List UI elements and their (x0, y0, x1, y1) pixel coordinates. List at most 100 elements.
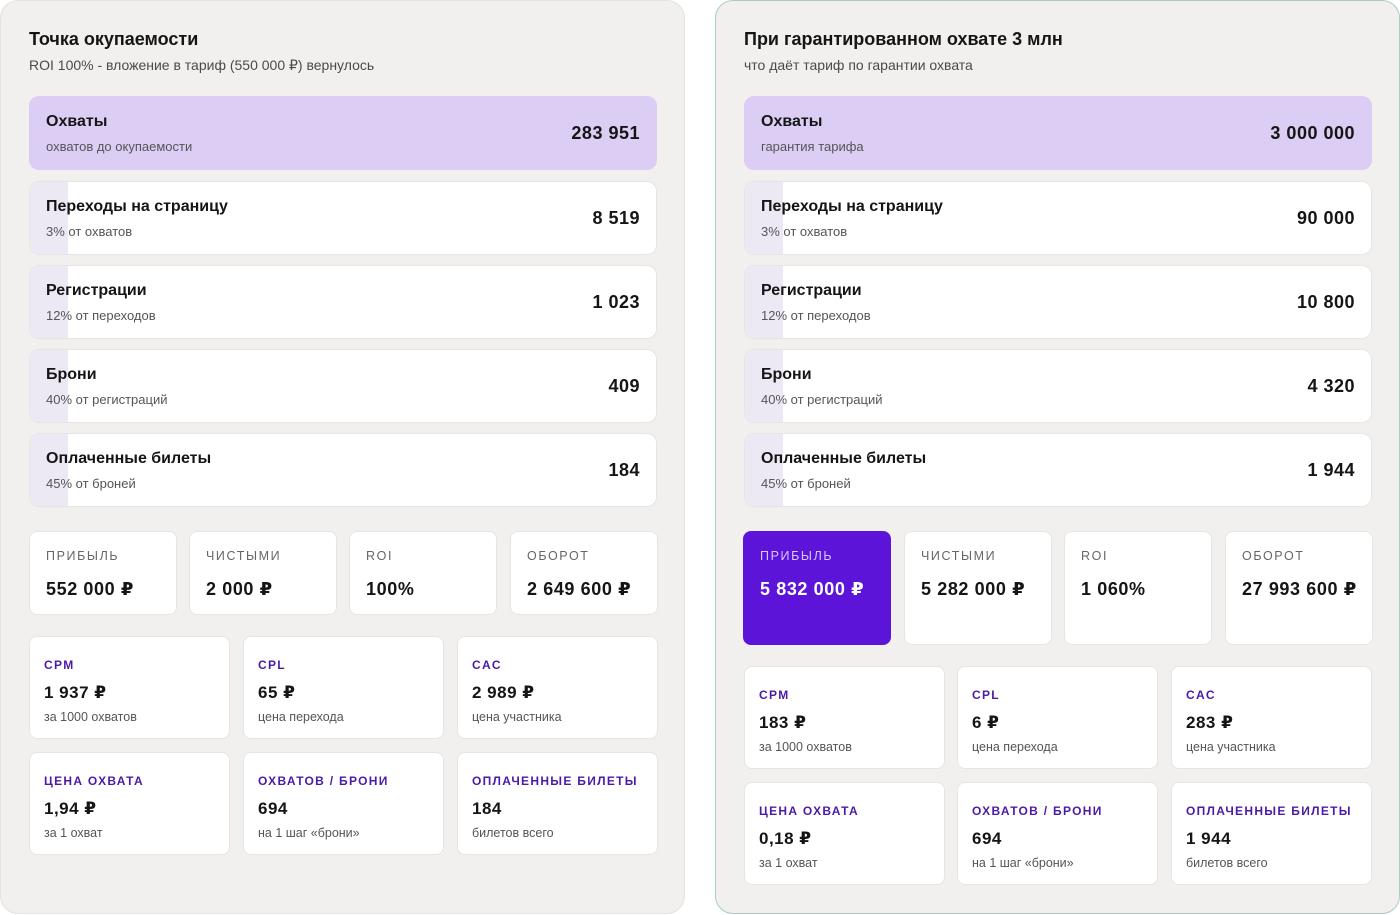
kpi-label: ПРИБЫЛЬ (760, 549, 834, 563)
funnel-bar (30, 350, 68, 422)
metric-value: 1 944 (1186, 829, 1232, 848)
kpi-label: ROI (1081, 549, 1109, 563)
funnel-row-bookings: Брони 40% от регистраций 4 320 (744, 349, 1372, 423)
funnel-sub: 12% от переходов (46, 308, 156, 323)
kpi-value: 5 282 000 ₽ (921, 579, 1026, 599)
metric-label: CAC (1186, 688, 1216, 702)
funnel-bar (745, 434, 783, 506)
kpi-value: 1 060% (1081, 579, 1146, 599)
kpi-label: ПРИБЫЛЬ (46, 549, 120, 563)
kpi-turnover: ОБОРОТ 27 993 600 ₽ (1225, 531, 1373, 645)
kpi-label: ОБОРОТ (1242, 549, 1305, 563)
funnel-bar (30, 182, 68, 254)
funnel-sub: 3% от охватов (761, 224, 848, 239)
funnel-label: Переходы на страницу (46, 198, 228, 215)
funnel-label: Регистрации (761, 282, 862, 299)
metric-value: 183 ₽ (759, 713, 807, 732)
kpi-label: ROI (366, 549, 394, 563)
panel-title: Точка окупаемости (29, 29, 199, 49)
metric-value: 184 (472, 799, 502, 818)
metric-sub: цена перехода (972, 740, 1058, 754)
metric-sub: на 1 шаг «брони» (972, 856, 1074, 870)
kpi-value: 552 000 ₽ (46, 579, 134, 599)
metric-label: ОПЛАЧЕННЫЕ БИЛЕТЫ (1186, 804, 1352, 818)
metric-paid-tickets: ОПЛАЧЕННЫЕ БИЛЕТЫ 184 билетов всего (457, 752, 658, 855)
metric-sub: цена участника (472, 710, 562, 724)
kpi-value: 27 993 600 ₽ (1242, 579, 1357, 599)
metric-value: 283 ₽ (1186, 713, 1234, 732)
metric-label: ОПЛАЧЕННЫЕ БИЛЕТЫ (472, 774, 638, 788)
funnel-label: Брони (46, 366, 97, 383)
metric-sub: за 1 охват (759, 856, 818, 870)
funnel-row-visits: Переходы на страницу 3% от охватов 8 519 (29, 181, 657, 255)
metric-sub: цена участника (1186, 740, 1276, 754)
funnel-value: 283 951 (571, 123, 640, 143)
metric-sub: билетов всего (1186, 856, 1268, 870)
metric-cac: CAC 2 989 ₽ цена участника (457, 636, 658, 739)
kpi-net: ЧИСТЫМИ 5 282 000 ₽ (904, 531, 1052, 645)
funnel-sub: 12% от переходов (761, 308, 871, 323)
funnel-sub: охватов до окупаемости (46, 139, 193, 154)
kpi-value: 2 649 600 ₽ (527, 579, 632, 599)
metric-cpl: CPL 6 ₽ цена перехода (957, 666, 1158, 769)
metric-cpm: CPM 183 ₽ за 1000 охватов (744, 666, 945, 769)
funnel-sub: 40% от регистраций (761, 392, 883, 407)
funnel-label: Охваты (761, 113, 823, 130)
funnel-label: Брони (761, 366, 812, 383)
metric-label: ЦЕНА ОХВАТА (759, 804, 859, 818)
metric-reach-per-booking: ОХВАТОВ / БРОНИ 694 на 1 шаг «брони» (243, 752, 444, 855)
metric-label: CPL (258, 658, 286, 672)
metric-sub: билетов всего (472, 826, 554, 840)
funnel-label: Оплаченные билеты (761, 450, 927, 467)
panel-subtitle: что даёт тариф по гарантии охвата (744, 57, 973, 73)
kpi-roi: ROI 1 060% (1064, 531, 1212, 645)
metric-label: CAC (472, 658, 502, 672)
kpi-value: 2 000 ₽ (206, 579, 273, 599)
funnel-row-visits: Переходы на страницу 3% от охватов 90 00… (744, 181, 1372, 255)
funnel-value: 8 519 (592, 208, 640, 228)
funnel-bar (745, 266, 783, 338)
funnel-row-reach: Охваты гарантия тарифа 3 000 000 (744, 96, 1372, 170)
metric-value: 0,18 ₽ (759, 829, 812, 848)
kpi-roi: ROI 100% (349, 531, 497, 615)
funnel-bar (30, 434, 68, 506)
funnel-row-reach: Охваты охватов до окупаемости 283 951 (29, 96, 657, 170)
funnel-sub: 3% от охватов (46, 224, 133, 239)
metric-reach-price: ЦЕНА ОХВАТА 1,94 ₽ за 1 охват (29, 752, 230, 855)
kpi-value: 100% (366, 579, 415, 599)
metric-sub: за 1000 охватов (44, 710, 137, 724)
funnel-value: 4 320 (1307, 376, 1355, 396)
metric-label: ОХВАТОВ / БРОНИ (258, 774, 389, 788)
funnel-label: Переходы на страницу (761, 198, 943, 215)
funnel-label: Регистрации (46, 282, 147, 299)
funnel-row-paid-tickets: Оплаченные билеты 45% от броней 184 (29, 433, 657, 507)
kpi-value: 5 832 000 ₽ (760, 579, 865, 599)
funnel-value: 90 000 (1296, 208, 1355, 228)
kpi-label: ЧИСТЫМИ (921, 549, 997, 563)
kpi-label: ОБОРОТ (527, 549, 590, 563)
metric-label: CPM (44, 658, 75, 672)
breakeven-panel: Точка окупаемости ROI 100% - вложение в … (0, 0, 685, 914)
funnel-value: 10 800 (1296, 292, 1355, 312)
funnel-value: 1 944 (1307, 460, 1355, 480)
kpi-profit: ПРИБЫЛЬ 5 832 000 ₽ (743, 531, 891, 645)
metric-value: 694 (972, 829, 1002, 848)
metric-reach-per-booking: ОХВАТОВ / БРОНИ 694 на 1 шаг «брони» (957, 782, 1158, 885)
funnel-row-bookings: Брони 40% от регистраций 409 (29, 349, 657, 423)
metric-value: 65 ₽ (258, 683, 296, 702)
funnel-sub: 45% от броней (761, 476, 851, 491)
funnel-label: Оплаченные билеты (46, 450, 212, 467)
kpi-label: ЧИСТЫМИ (206, 549, 282, 563)
metric-cpl: CPL 65 ₽ цена перехода (243, 636, 444, 739)
metric-value: 1,94 ₽ (44, 799, 97, 818)
funnel-bar (745, 350, 783, 422)
metric-reach-price: ЦЕНА ОХВАТА 0,18 ₽ за 1 охват (744, 782, 945, 885)
funnel-bar (30, 266, 68, 338)
funnel-row-registrations: Регистрации 12% от переходов 1 023 (29, 265, 657, 339)
funnel-bar (745, 182, 783, 254)
funnel-row-registrations: Регистрации 12% от переходов 10 800 (744, 265, 1372, 339)
metric-sub: за 1 охват (44, 826, 103, 840)
metric-sub: за 1000 охватов (759, 740, 852, 754)
metric-value: 2 989 ₽ (472, 683, 535, 702)
kpi-net: ЧИСТЫМИ 2 000 ₽ (189, 531, 337, 615)
